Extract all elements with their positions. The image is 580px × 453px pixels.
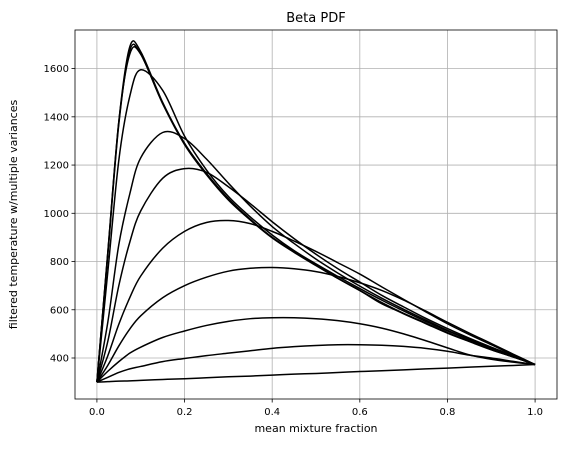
x-tick-label: 0.0 [89, 407, 105, 418]
x-tick-label: 0.8 [440, 407, 456, 418]
y-tick-label: 1600 [44, 64, 69, 75]
plot-frame [74, 29, 558, 400]
series-line-9 [96, 316, 536, 383]
x-tick-label: 1.0 [527, 407, 543, 418]
x-axis-label: mean mixture fraction [254, 422, 377, 435]
series-line-10 [96, 343, 536, 383]
series-line-11 [96, 363, 536, 383]
x-axis: 0.0 0.2 0.4 0.6 0.8 1.0 [89, 399, 543, 418]
y-tick-label: 1400 [44, 112, 69, 123]
y-axis-label: filtered temperature w/multiple variance… [7, 100, 20, 330]
chart-title: Beta PDF [286, 11, 345, 26]
y-tick-label: 400 [50, 354, 69, 365]
y-tick-label: 800 [50, 257, 69, 268]
series-line-8 [96, 266, 536, 383]
y-tick-label: 1200 [44, 161, 69, 172]
grid-lines [75, 30, 557, 399]
series-line-3 [96, 43, 536, 383]
y-axis: 400 600 800 1000 1200 1400 1600 [44, 64, 75, 365]
series-group [96, 40, 536, 383]
y-tick-label: 600 [50, 305, 69, 316]
series-line-6 [96, 167, 536, 383]
x-tick-label: 0.4 [264, 407, 280, 418]
y-tick-label: 1000 [44, 209, 69, 220]
series-line-5 [96, 130, 536, 383]
series-line-7 [96, 219, 536, 383]
x-tick-label: 0.2 [177, 407, 193, 418]
x-tick-label: 0.6 [352, 407, 368, 418]
